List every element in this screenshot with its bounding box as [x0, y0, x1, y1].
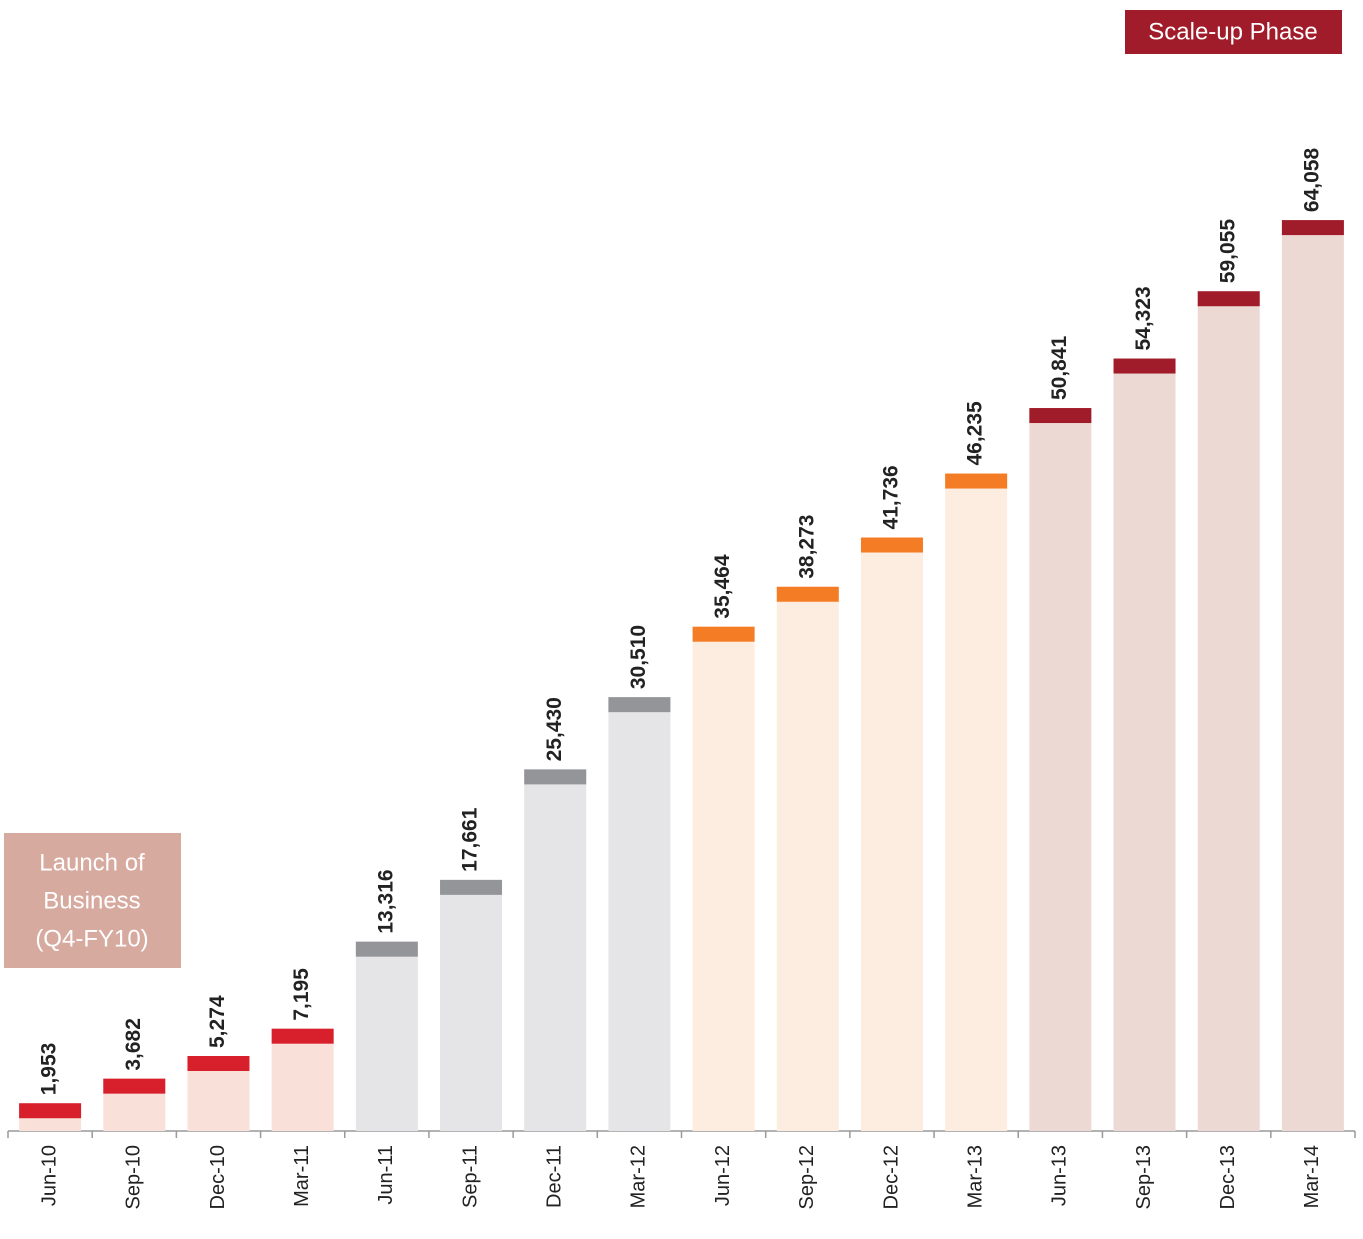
x-tick-label: Mar-14 [1301, 1145, 1323, 1208]
value-label: 59,055 [1216, 219, 1239, 284]
value-label: 5,274 [206, 995, 229, 1048]
value-label: 3,682 [122, 1018, 145, 1071]
x-tick-label: Jun-11 [375, 1145, 397, 1205]
value-label: 1,953 [38, 1043, 61, 1096]
x-tick-label: Dec-10 [207, 1145, 229, 1209]
bar-cap [271, 1028, 334, 1044]
bar [440, 879, 503, 1131]
bar-cap [187, 1056, 250, 1072]
bar-cap [103, 1078, 166, 1094]
x-tick-label: Mar-13 [964, 1145, 986, 1208]
bar [271, 1028, 334, 1131]
value-label: 46,235 [964, 401, 987, 466]
bar-cap [355, 941, 418, 957]
bar [1281, 220, 1344, 1132]
bar-cap [1281, 220, 1344, 236]
value-label: 17,661 [459, 807, 482, 872]
value-label: 30,510 [627, 625, 650, 689]
bar-cap [440, 879, 503, 895]
bar-cap [1113, 358, 1176, 374]
value-label: 7,195 [290, 968, 313, 1021]
x-tick-label: Sep-10 [123, 1145, 145, 1210]
launch-box [4, 833, 181, 968]
value-label: 25,430 [543, 697, 566, 761]
bar [860, 537, 923, 1131]
bar [355, 941, 418, 1131]
x-tick-label: Jun-10 [38, 1145, 60, 1206]
bar [1113, 358, 1176, 1131]
value-label: 35,464 [711, 554, 734, 619]
bar-cap [945, 473, 1008, 489]
bar [1197, 291, 1260, 1131]
x-tick-label: Mar-11 [291, 1145, 313, 1207]
value-label: 13,316 [374, 869, 397, 933]
launch-label: (Q4-FY10) [35, 925, 148, 952]
value-label: 38,273 [795, 515, 818, 579]
x-tick-label: Jun-12 [712, 1145, 734, 1206]
bar [945, 473, 1008, 1131]
x-tick-label: Mar-12 [628, 1145, 650, 1208]
launch-label: Launch of [39, 849, 145, 876]
bar-cap [19, 1103, 82, 1119]
bar [1029, 408, 1092, 1131]
x-tick-label: Dec-13 [1217, 1145, 1239, 1209]
x-tick-label: Jun-13 [1049, 1145, 1071, 1206]
x-tick-label: Sep-13 [1133, 1145, 1155, 1210]
value-label: 41,736 [880, 465, 903, 529]
bar [776, 586, 839, 1131]
value-label: 64,058 [1300, 148, 1323, 213]
bar-cap [1029, 408, 1092, 424]
bar-cap [608, 697, 671, 713]
value-label: 50,841 [1048, 335, 1071, 400]
x-tick-label: Sep-11 [459, 1145, 481, 1208]
bar [608, 697, 671, 1131]
x-tick-label: Sep-12 [796, 1145, 818, 1210]
bar [692, 626, 755, 1131]
launch-label: Business [43, 887, 140, 914]
x-tick-label: Dec-11 [544, 1145, 566, 1208]
bar-cap [860, 537, 923, 553]
bar-cap [776, 586, 839, 602]
bar-cap [692, 626, 755, 642]
scale-up-label: Scale-up Phase [1148, 18, 1317, 45]
x-tick-label: Dec-12 [880, 1145, 902, 1209]
bar-cap [1197, 291, 1260, 307]
scale-up-box [1125, 10, 1342, 54]
bar [524, 769, 587, 1131]
value-label: 54,323 [1132, 286, 1155, 350]
bar-cap [524, 769, 587, 785]
